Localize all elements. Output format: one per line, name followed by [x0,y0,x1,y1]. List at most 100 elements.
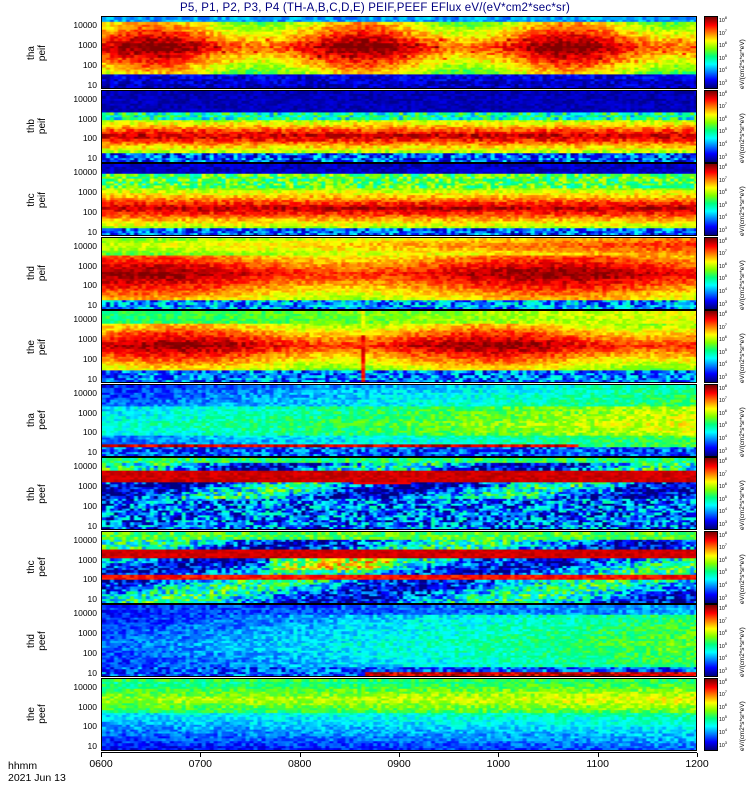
x-axis-time-label: hhmm [8,760,38,772]
colorbar-gradient [705,678,717,750]
colorbar-tick-labels-p6: 108 107 106 105 104 103 [719,383,741,457]
y-tick: 100 [82,280,97,291]
y-tick: 1000 [78,407,97,418]
y-tick: 1000 [78,701,97,712]
colorbar-tick-labels-p10: 108 107 106 105 104 103 [719,677,741,751]
y-tick: 1000 [78,187,97,198]
x-tick-label: 0600 [89,758,113,770]
colorbar-gradient [705,531,717,603]
y-tick: 10 [87,520,97,531]
y-tick-labels-p10: 10000 1000 100 10 [45,678,97,751]
colorbar-tick: 103 [719,225,728,234]
colorbar-tick: 107 [719,27,728,37]
spectrogram-panel-p6 [101,383,697,457]
colorbar-p4 [704,236,718,310]
x-tick-label: 1100 [586,758,609,770]
y-tick: 1000 [78,628,97,639]
y-tick-labels-p1: 10000 1000 100 10 [45,16,97,89]
colorbar-tick-labels-p7: 108 107 106 105 104 103 [719,457,741,530]
colorbar-tick: 108 [719,88,728,98]
spectrogram-image-p6 [102,384,696,456]
colorbar-tick-labels-p4: 108 107 106 105 104 103 [719,235,741,310]
y-tick-labels-p5: 10000 1000 100 10 [45,310,97,383]
colorbar-tick: 103 [719,78,728,87]
colorbar-p8 [704,530,718,604]
colorbar-tick: 106 [719,628,728,637]
x-axis-date-label: 2021 Jun 13 [8,772,66,784]
colorbar-title-p2: eV/(cm2*s*sr*eV) [739,112,746,163]
x-tick-mark [300,753,301,757]
colorbar-tick: 103 [719,298,728,308]
x-tick-mark [598,753,599,757]
spectrogram-panel-p9 [101,604,697,677]
spectrogram-panel-p4 [101,236,697,310]
colorbar-tick: 105 [719,52,728,62]
y-tick: 10000 [73,681,97,692]
y-tick-labels-p3: 10000 1000 100 10 [45,163,97,236]
colorbar-p1 [704,16,718,89]
y-tick: 10000 [73,167,97,178]
colorbar-tick: 107 [719,174,728,184]
y-tick: 100 [82,59,97,70]
colorbar-title-p3: eV/(cm2*s*sr*eV) [739,186,746,236]
y-tick: 100 [82,500,97,511]
colorbar-gradient [705,90,717,162]
colorbar-tick-labels-p3: 108 107 106 105 104 103 [719,163,741,236]
y-tick: 1000 [78,334,97,345]
y-tick: 10 [87,447,97,458]
colorbar-tick-labels-p8: 108 107 106 105 104 103 [719,529,741,604]
colorbar-tick: 108 [719,162,728,171]
colorbar-tick: 104 [719,65,728,75]
spectrogram-panel-p10 [101,677,697,751]
y-tick: 100 [82,721,97,732]
y-tick: 10 [87,741,97,752]
spectrogram-panel-p2 [101,89,697,163]
colorbar-p3 [704,163,718,236]
colorbar-p10 [704,677,718,751]
chart-title: P5, P1, P2, P3, P4 (TH-A,B,C,D,E) PEIF,P… [179,2,571,14]
colorbar-gradient [705,237,717,309]
colorbar-tick: 103 [719,519,728,528]
spectrogram-image-p9 [102,605,696,676]
colorbar-gradient [705,311,717,382]
y-tick-labels-p8: 10000 1000 100 10 [45,531,97,604]
colorbar-p5 [704,310,718,383]
y-tick: 10 [87,79,97,90]
colorbar-tick: 107 [719,101,728,110]
colorbar-tick: 108 [719,603,728,612]
spectrogram-image-p2 [102,90,696,162]
colorbar-tick-labels-p9: 108 107 106 105 104 103 [719,604,741,677]
spectrogram-image-p8 [102,531,696,603]
y-tick: 10000 [73,93,97,104]
colorbar-tick: 103 [719,666,728,675]
colorbar-tick: 107 [719,248,728,257]
colorbar-title-p9: eV/(cm2*s*sr*eV) [739,627,746,677]
x-tick-mark [498,753,499,757]
colorbar-p2 [704,89,718,163]
colorbar-tick: 106 [719,334,728,343]
colorbar-tick: 107 [719,542,728,551]
y-tick: 10000 [73,534,97,545]
colorbar-title-p1: eV/(cm2*s*sr*eV) [739,39,746,89]
colorbar-tick: 108 [719,529,728,539]
colorbar-tick: 106 [719,113,728,123]
y-tick-labels-p6: 10000 1000 100 10 [45,384,97,457]
colorbar-tick: 106 [719,187,728,196]
colorbar-gradient [705,605,717,676]
y-tick: 1000 [78,554,97,565]
colorbar-tick: 105 [719,714,728,724]
colorbar-tick: 103 [719,739,728,749]
colorbar-tick: 105 [719,640,728,650]
colorbar-tick: 105 [719,346,728,356]
y-tick: 100 [82,206,97,217]
colorbar-tick: 105 [719,493,728,503]
colorbar-title-p5: eV/(cm2*s*sr*eV) [739,333,746,383]
colorbar-gradient [705,164,717,235]
colorbar-tick: 107 [719,615,728,625]
colorbar-tick: 104 [719,432,728,442]
x-tick-mark [399,753,400,757]
x-tick-label: 0700 [188,758,213,770]
spectrogram-image-p5 [102,311,696,382]
y-tick: 100 [82,647,97,658]
colorbar-tick: 108 [719,235,728,245]
